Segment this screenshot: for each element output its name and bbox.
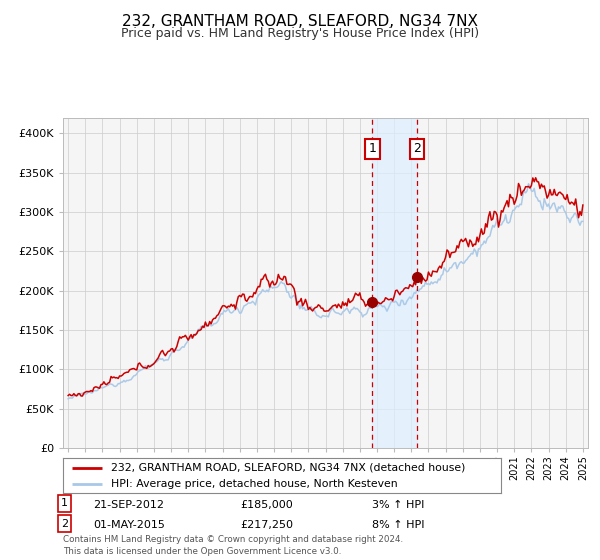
Text: 232, GRANTHAM ROAD, SLEAFORD, NG34 7NX: 232, GRANTHAM ROAD, SLEAFORD, NG34 7NX: [122, 14, 478, 29]
Text: 21-SEP-2012: 21-SEP-2012: [93, 500, 164, 510]
Text: 8% ↑ HPI: 8% ↑ HPI: [372, 520, 425, 530]
Text: 232, GRANTHAM ROAD, SLEAFORD, NG34 7NX (detached house): 232, GRANTHAM ROAD, SLEAFORD, NG34 7NX (…: [111, 463, 466, 473]
Text: 2: 2: [61, 519, 68, 529]
Text: 01-MAY-2015: 01-MAY-2015: [93, 520, 165, 530]
Text: Price paid vs. HM Land Registry's House Price Index (HPI): Price paid vs. HM Land Registry's House …: [121, 27, 479, 40]
Text: £217,250: £217,250: [240, 520, 293, 530]
Text: 2: 2: [413, 142, 421, 156]
Text: £185,000: £185,000: [240, 500, 293, 510]
Text: 1: 1: [368, 142, 376, 156]
Text: 3% ↑ HPI: 3% ↑ HPI: [372, 500, 424, 510]
Text: Contains HM Land Registry data © Crown copyright and database right 2024.
This d: Contains HM Land Registry data © Crown c…: [63, 535, 403, 556]
Bar: [372, 118, 417, 448]
Text: HPI: Average price, detached house, North Kesteven: HPI: Average price, detached house, Nort…: [111, 479, 398, 489]
Text: 1: 1: [61, 498, 68, 508]
